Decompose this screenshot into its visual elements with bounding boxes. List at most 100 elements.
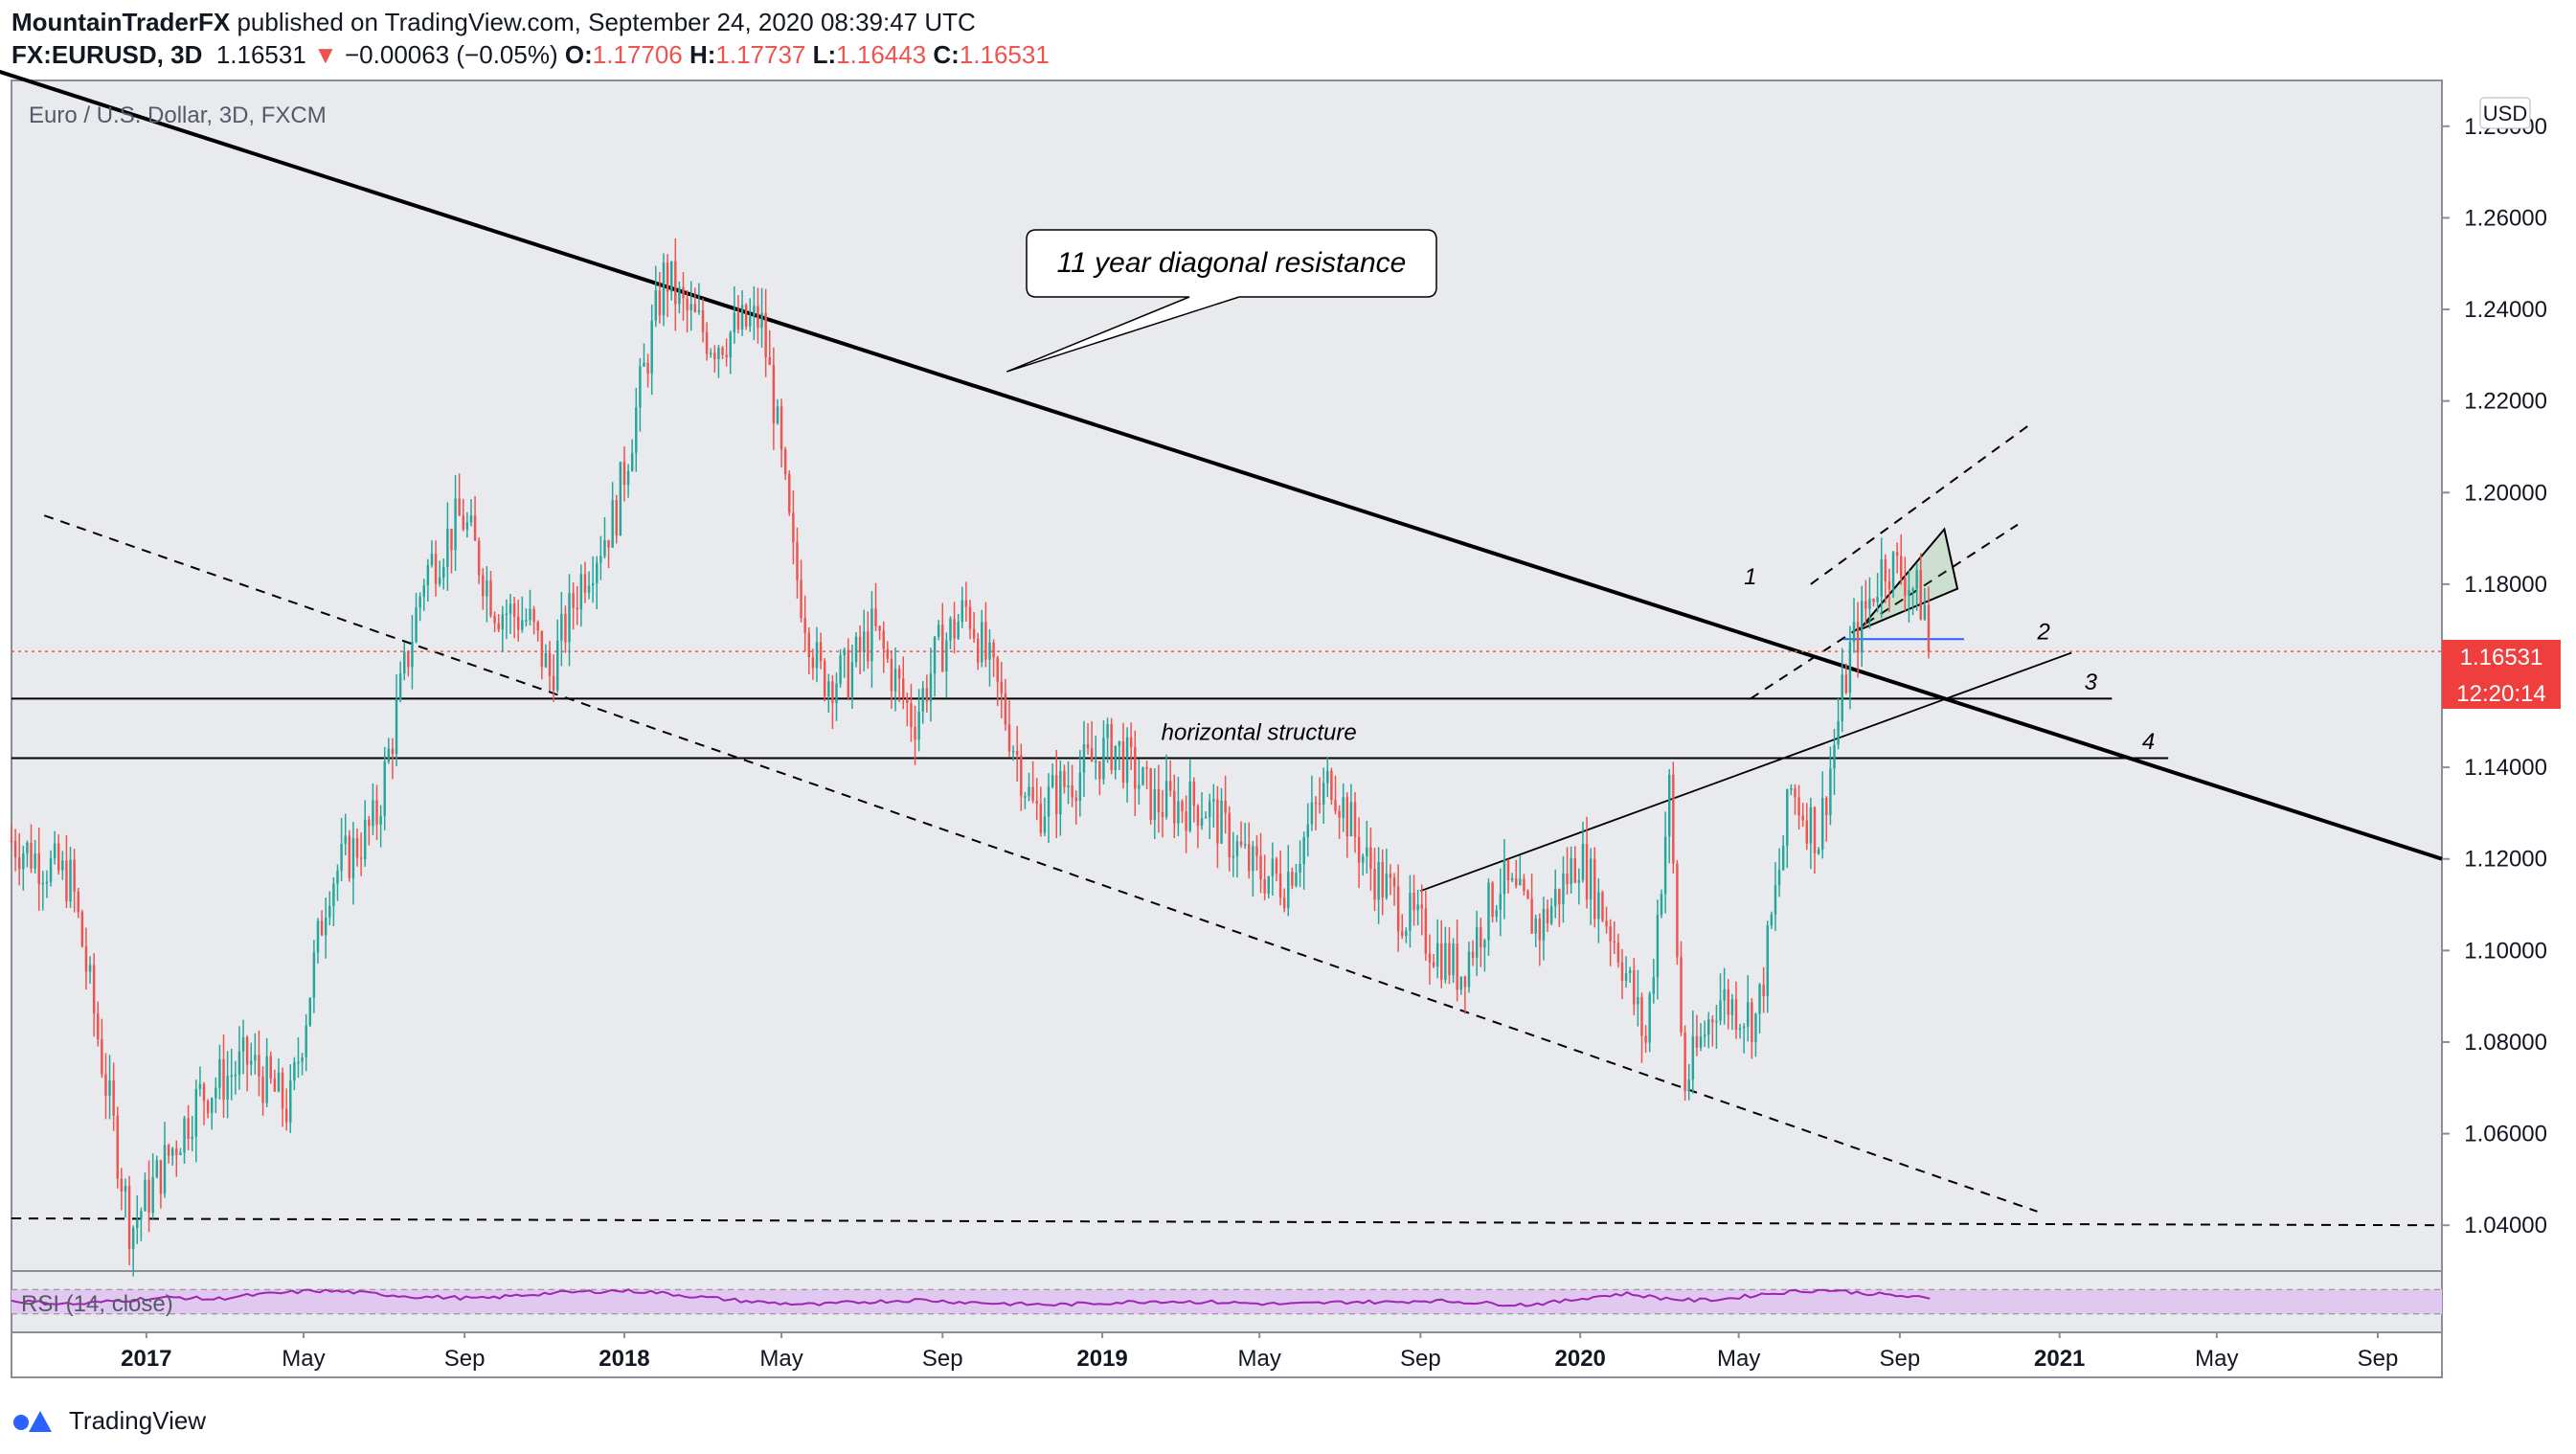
candle[interactable] — [1185, 795, 1187, 853]
candle[interactable] — [477, 537, 481, 584]
candle[interactable] — [760, 287, 763, 348]
candle[interactable] — [1715, 1005, 1718, 1049]
candle[interactable] — [30, 824, 33, 874]
candle[interactable] — [968, 600, 972, 640]
candle[interactable] — [80, 909, 84, 948]
candle[interactable] — [630, 439, 634, 472]
candle[interactable] — [501, 605, 505, 652]
candle[interactable] — [1271, 842, 1275, 897]
candle[interactable] — [151, 1153, 154, 1219]
candle[interactable] — [878, 625, 881, 641]
candles[interactable] — [10, 238, 1931, 1277]
footer-brand[interactable]: TradingView — [69, 1405, 207, 1435]
candle[interactable] — [493, 611, 496, 632]
candle[interactable] — [709, 348, 712, 358]
candle[interactable] — [297, 1037, 300, 1079]
candle[interactable] — [740, 290, 744, 336]
candle[interactable] — [69, 847, 72, 908]
candle[interactable] — [1852, 598, 1856, 653]
candle[interactable] — [368, 815, 371, 846]
candle[interactable] — [1177, 777, 1180, 836]
candle[interactable] — [992, 639, 995, 677]
candle[interactable] — [1299, 840, 1301, 888]
candle[interactable] — [839, 648, 842, 688]
candle[interactable] — [56, 834, 60, 875]
candle[interactable] — [1114, 745, 1117, 780]
candle[interactable] — [1015, 726, 1019, 783]
candle[interactable] — [867, 611, 870, 670]
candle[interactable] — [1506, 858, 1510, 894]
price-axis[interactable]: 1.280001.260001.240001.220001.200001.180… — [2442, 114, 2547, 1238]
candle[interactable] — [375, 784, 378, 841]
candle[interactable] — [293, 1056, 296, 1091]
candle[interactable] — [1676, 860, 1679, 966]
candle[interactable] — [222, 1034, 225, 1118]
candle[interactable] — [73, 849, 76, 913]
candle[interactable] — [953, 602, 956, 654]
candle[interactable] — [1833, 728, 1836, 795]
candle[interactable] — [736, 295, 740, 334]
candle[interactable] — [469, 499, 473, 527]
candle[interactable] — [127, 1175, 131, 1265]
candle[interactable] — [1432, 953, 1435, 968]
candle[interactable] — [1314, 796, 1318, 830]
candle[interactable] — [591, 556, 595, 603]
candle[interactable] — [976, 632, 980, 670]
candle[interactable] — [1366, 820, 1368, 874]
candle[interactable] — [1467, 942, 1471, 993]
tradingview-logo-icon[interactable] — [11, 1405, 59, 1436]
candle[interactable] — [1074, 790, 1077, 825]
candle[interactable] — [234, 1060, 237, 1095]
candle[interactable] — [1699, 1023, 1703, 1052]
candle[interactable] — [340, 817, 343, 881]
candle[interactable] — [1409, 875, 1412, 948]
candle[interactable] — [827, 673, 830, 714]
candle[interactable] — [218, 1044, 221, 1100]
candle[interactable] — [807, 626, 811, 675]
candle[interactable] — [1884, 554, 1887, 603]
candle[interactable] — [254, 1033, 257, 1075]
candle[interactable] — [1287, 845, 1290, 917]
candle[interactable] — [1295, 863, 1298, 888]
candle[interactable] — [1208, 793, 1211, 840]
candle[interactable] — [1145, 761, 1148, 789]
candle[interactable] — [1667, 768, 1671, 864]
candle[interactable] — [1613, 920, 1616, 955]
candle[interactable] — [800, 559, 802, 623]
candle[interactable] — [147, 1160, 150, 1233]
candle[interactable] — [1727, 979, 1729, 1030]
candle[interactable] — [957, 614, 960, 640]
candle[interactable] — [1334, 775, 1337, 815]
candle[interactable] — [1007, 700, 1011, 758]
candle[interactable] — [512, 597, 516, 639]
candle[interactable] — [1224, 775, 1227, 834]
candle[interactable] — [1730, 993, 1734, 1031]
candle[interactable] — [949, 616, 952, 649]
candle[interactable] — [1770, 911, 1774, 930]
candle[interactable] — [1024, 791, 1027, 809]
candle[interactable] — [1149, 767, 1152, 825]
candle[interactable] — [1138, 759, 1141, 806]
candle[interactable] — [1345, 792, 1349, 858]
candle[interactable] — [265, 1037, 268, 1107]
candle[interactable] — [1687, 1063, 1690, 1101]
candle[interactable] — [757, 287, 759, 344]
candle[interactable] — [870, 591, 873, 689]
candle[interactable] — [596, 556, 599, 610]
rising-trendline-2[interactable] — [1420, 651, 2072, 893]
candle[interactable] — [981, 609, 983, 668]
candle[interactable] — [650, 304, 653, 396]
candle[interactable] — [897, 665, 901, 702]
candle[interactable] — [1633, 958, 1636, 1015]
candle[interactable] — [363, 800, 367, 867]
candle[interactable] — [1593, 847, 1596, 928]
candle[interactable] — [646, 353, 649, 388]
candle[interactable] — [198, 1066, 202, 1097]
candle[interactable] — [454, 475, 457, 571]
candle[interactable] — [725, 338, 728, 367]
candle[interactable] — [45, 870, 49, 898]
candle[interactable] — [890, 650, 893, 709]
candle[interactable] — [1291, 867, 1294, 890]
candle[interactable] — [635, 387, 638, 472]
candle[interactable] — [1322, 767, 1325, 825]
